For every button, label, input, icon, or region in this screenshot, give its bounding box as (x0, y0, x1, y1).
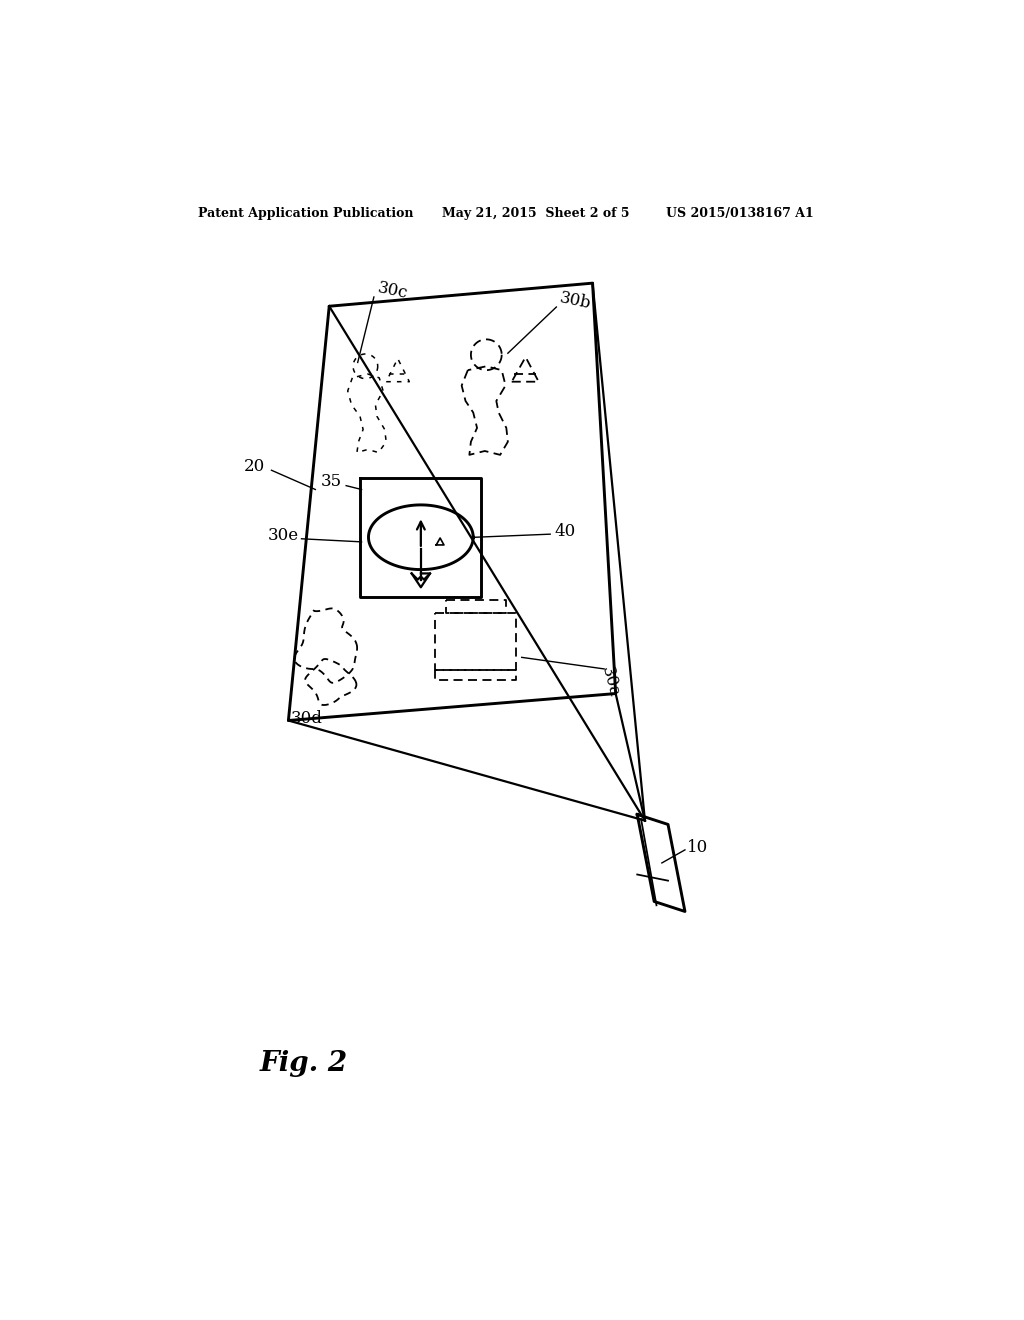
Text: 30a: 30a (598, 664, 623, 698)
Text: May 21, 2015  Sheet 2 of 5: May 21, 2015 Sheet 2 of 5 (442, 207, 630, 220)
Text: 30e: 30e (267, 527, 298, 544)
Text: Patent Application Publication: Patent Application Publication (199, 207, 414, 220)
Text: 30b: 30b (558, 289, 593, 313)
Text: Fig. 2: Fig. 2 (260, 1049, 348, 1077)
Text: 40: 40 (554, 523, 575, 540)
Text: 10: 10 (686, 840, 708, 857)
Text: 35: 35 (322, 474, 342, 490)
Text: 30d: 30d (291, 710, 323, 727)
Text: 30c: 30c (376, 280, 409, 302)
Text: 20: 20 (244, 458, 265, 475)
Text: US 2015/0138167 A1: US 2015/0138167 A1 (666, 207, 813, 220)
